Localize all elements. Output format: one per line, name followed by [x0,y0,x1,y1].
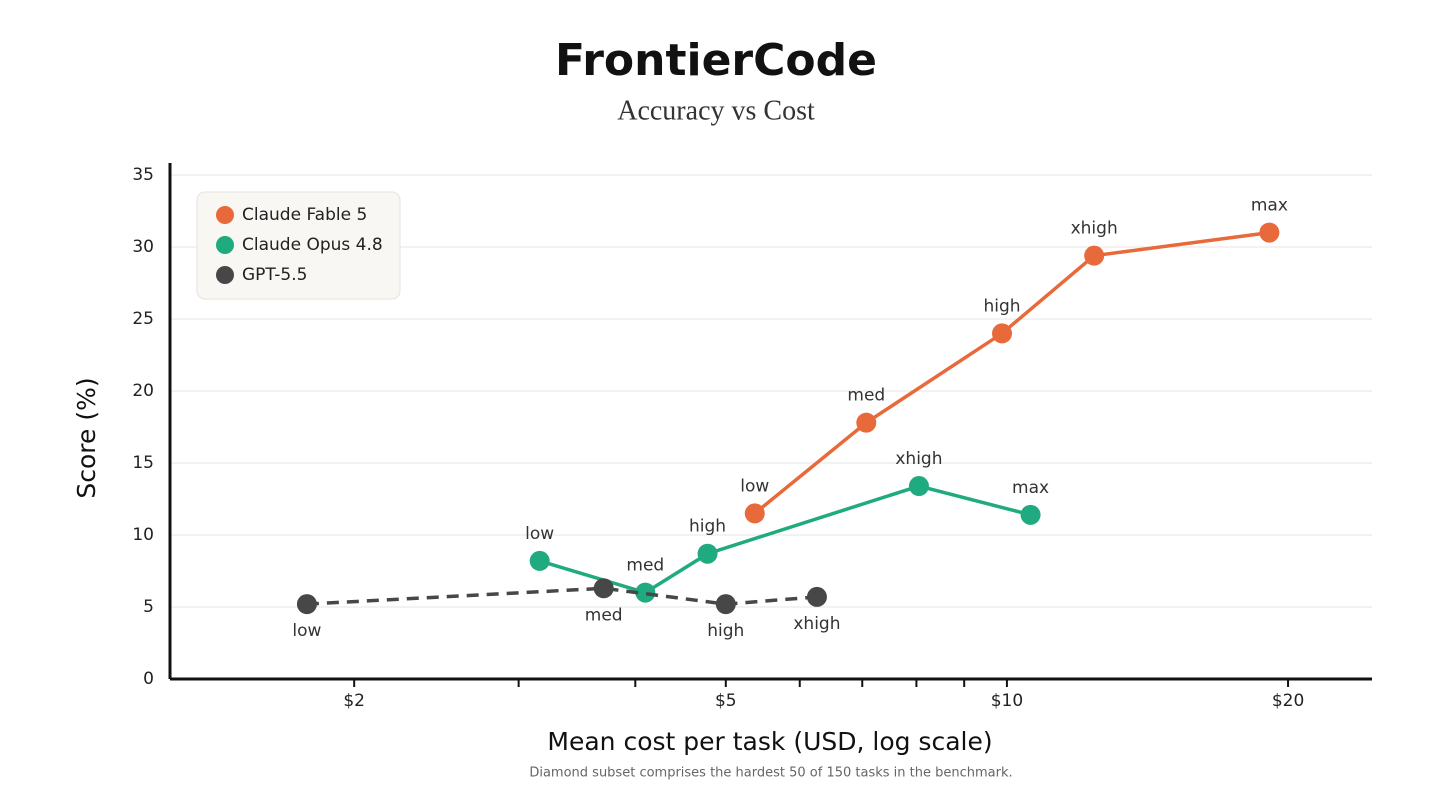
data-point [744,503,765,524]
footnote: Diamond subset comprises the hardest 50 … [529,766,1012,781]
y-tick-label: 0 [143,669,154,689]
data-point [1259,222,1280,243]
data-point [635,582,656,603]
point-label: med [585,605,623,625]
legend-marker [216,266,234,284]
data-point [806,586,827,607]
point-label: high [707,621,744,641]
data-point [697,543,718,564]
data-point [529,550,550,571]
x-tick-label: $5 [715,691,737,711]
chart-title: FrontierCode [555,35,877,86]
data-point [715,594,736,615]
point-label: med [626,556,664,576]
point-label: high [689,517,726,537]
data-point [908,476,929,497]
legend-marker [216,206,234,224]
point-label: high [983,296,1020,316]
point-label: max [1012,478,1049,498]
point-label: max [1251,196,1288,216]
y-tick-label: 30 [132,237,154,257]
series-line [539,484,1031,595]
legend-marker [216,236,234,254]
data-point [1020,504,1041,525]
y-tick-label: 15 [132,453,154,473]
y-tick-label: 25 [132,309,154,329]
legend-label: Claude Fable 5 [242,205,367,225]
point-label: med [847,386,885,406]
point-label: xhigh [1071,219,1118,239]
data-point [856,412,877,433]
y-axis-label: Score (%) [72,377,101,498]
y-tick-label: 35 [132,165,154,185]
point-label: low [740,476,769,496]
data-point [992,323,1013,344]
point-label: xhigh [793,614,840,634]
point-label: xhigh [895,449,942,469]
y-tick-label: 20 [132,381,154,401]
y-tick-label: 5 [143,597,154,617]
series-line [306,586,818,606]
point-label: low [525,524,554,544]
y-tick-label: 10 [132,525,154,545]
legend-box [196,191,401,300]
series-line [753,230,1270,515]
data-point [296,594,317,615]
data-point [593,578,614,599]
x-tick-label: $2 [343,691,365,711]
chart-subtitle: Accuracy vs Cost [617,95,815,126]
x-tick-label: $10 [991,691,1023,711]
x-tick-label: $20 [1272,691,1304,711]
x-axis-label: Mean cost per task (USD, log scale) [547,727,992,756]
legend-label: GPT-5.5 [242,265,307,285]
data-point [1084,245,1105,266]
point-label: low [292,621,321,641]
legend-label: Claude Opus 4.8 [242,235,383,255]
